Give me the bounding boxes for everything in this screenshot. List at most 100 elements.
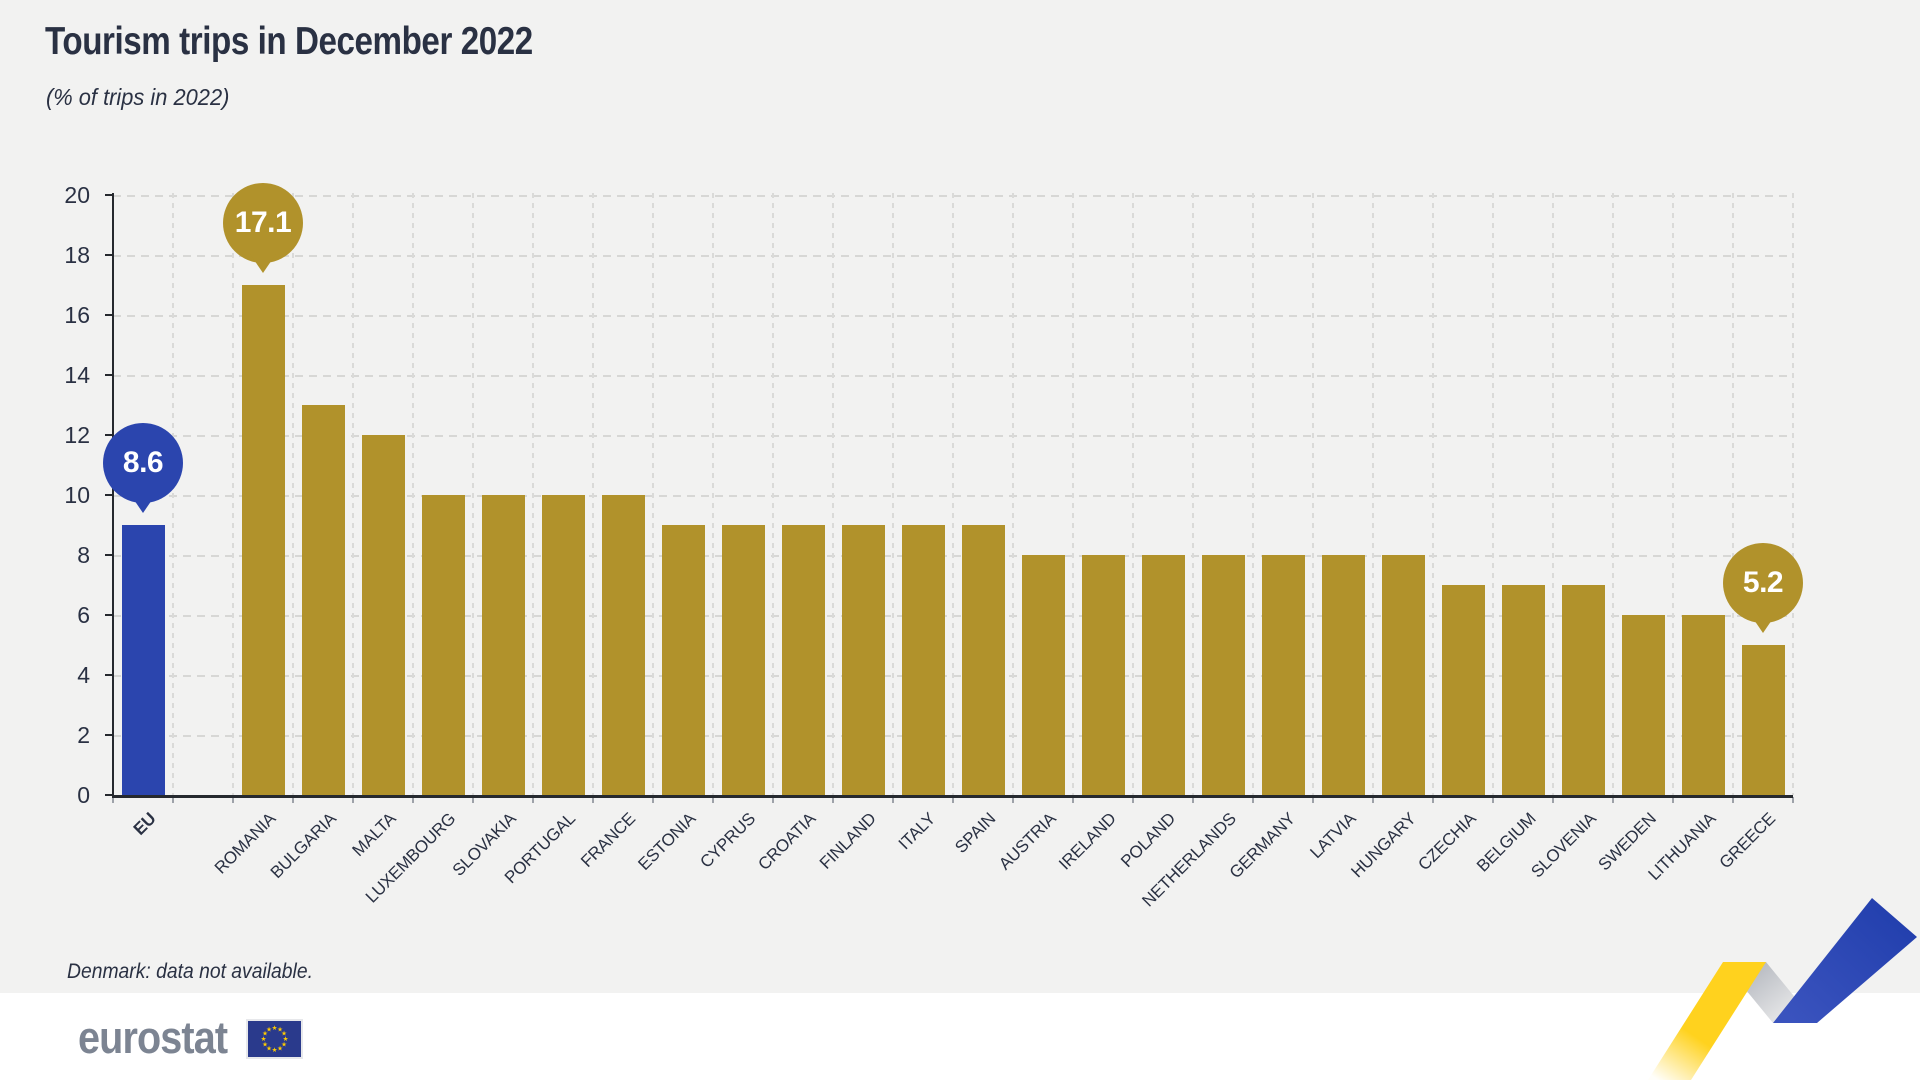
x-axis-label-text: SPAIN <box>951 809 1000 857</box>
x-axis-tick <box>712 797 714 803</box>
eu-flag-icon: ★ ★ ★ ★ ★ ★ ★ ★ ★ ★ ★ ★ <box>248 1021 301 1057</box>
y-axis-label: 20 <box>64 182 90 208</box>
zigzag-ribbon-decoration <box>1648 898 1917 1080</box>
x-axis-label-text: CROATIA <box>754 809 820 874</box>
footnote: Denmark: data not available. <box>67 960 313 983</box>
x-axis-tick <box>1012 797 1014 803</box>
x-axis-tick <box>1312 797 1314 803</box>
bar-austria <box>1021 555 1065 795</box>
gridline-x <box>352 193 354 795</box>
y-axis-tick <box>105 434 112 436</box>
svg-text:★: ★ <box>272 1046 278 1054</box>
y-axis-tick <box>105 494 112 496</box>
gridline-x <box>592 193 594 795</box>
gridline-y-14 <box>113 375 1790 377</box>
x-axis-tick <box>1492 797 1494 803</box>
bar-spain <box>961 525 1005 795</box>
x-axis-tick <box>1612 797 1614 803</box>
page-title: Tourism trips in December 2022 <box>45 20 533 63</box>
svg-text:★: ★ <box>281 1030 287 1038</box>
gridline-x <box>1312 193 1314 795</box>
bar-netherlands <box>1201 555 1245 795</box>
bar-czechia <box>1441 585 1485 795</box>
bar-italy <box>901 525 945 795</box>
gridline-x <box>1132 193 1134 795</box>
bar-latvia <box>1321 555 1365 795</box>
gridline-x <box>1012 193 1014 795</box>
svg-text:★: ★ <box>272 1024 278 1032</box>
y-axis-label: 0 <box>77 782 90 808</box>
gridline-x <box>1612 193 1614 795</box>
eu-flag-stars: ★ ★ ★★ ★★ ★★ ★★ ★★ <box>261 1024 289 1054</box>
x-axis-tick <box>172 797 174 803</box>
gridline-x <box>832 193 834 795</box>
bar-greece <box>1741 645 1785 795</box>
x-axis-label-text: FINLAND <box>815 809 880 873</box>
bar-france <box>601 495 645 795</box>
gridline-x <box>772 193 774 795</box>
y-axis-label: 6 <box>77 602 90 628</box>
y-axis-tick <box>105 734 112 736</box>
x-axis-tick <box>592 797 594 803</box>
x-axis-tick <box>1672 797 1674 803</box>
gridline-x <box>1252 193 1254 795</box>
x-axis-tick <box>1072 797 1074 803</box>
gridline-x <box>472 193 474 795</box>
gridline-x <box>652 193 654 795</box>
gridline-y-18 <box>113 255 1790 257</box>
y-axis-tick <box>105 674 112 676</box>
data-callout-tail <box>1750 614 1776 633</box>
bar-slovenia <box>1561 585 1605 795</box>
footer-strip <box>0 993 1920 1080</box>
bar-bulgaria <box>301 405 345 795</box>
gridline-x <box>892 193 894 795</box>
svg-text:★: ★ <box>261 1035 267 1043</box>
gridline-x <box>1732 193 1734 795</box>
svg-text:★: ★ <box>266 1026 272 1034</box>
x-axis-line <box>112 795 1793 798</box>
bar-portugal <box>541 495 585 795</box>
y-axis-label: 2 <box>77 722 90 748</box>
svg-text:★: ★ <box>262 1030 268 1038</box>
svg-text:★: ★ <box>277 1026 283 1034</box>
x-axis-tick <box>472 797 474 803</box>
x-axis-label-text: AUSTRIA <box>994 809 1060 874</box>
bar-hungary <box>1381 555 1425 795</box>
gridline-x <box>1552 193 1554 795</box>
y-axis-label: 10 <box>64 482 90 508</box>
x-axis-tick <box>1432 797 1434 803</box>
svg-text:★: ★ <box>277 1045 283 1053</box>
x-axis-tick <box>1552 797 1554 803</box>
gridline-x <box>1192 193 1194 795</box>
gridline-x <box>172 193 174 795</box>
gridline-y-12 <box>113 435 1790 437</box>
x-axis-tick <box>652 797 654 803</box>
bar-belgium <box>1501 585 1545 795</box>
svg-text:★: ★ <box>266 1045 272 1053</box>
y-axis-line <box>112 193 114 797</box>
x-axis-tick <box>772 797 774 803</box>
gridline-y-6 <box>113 615 1790 617</box>
gridline-y-10 <box>113 495 1790 497</box>
x-axis-label-text: CZECHIA <box>1414 809 1480 875</box>
x-axis-tick <box>532 797 534 803</box>
data-callout-eu: 8.6 <box>103 423 183 503</box>
y-axis-tick <box>105 254 112 256</box>
y-axis-label: 8 <box>77 542 90 568</box>
svg-text:★: ★ <box>281 1041 287 1049</box>
data-callout-tail <box>250 254 276 273</box>
x-axis-label-text: ITALY <box>895 809 940 854</box>
gridline-x <box>1432 193 1434 795</box>
y-axis-label: 14 <box>64 362 90 388</box>
gridline-x <box>1672 193 1674 795</box>
bar-estonia <box>661 525 705 795</box>
gridline-y-8 <box>113 555 1790 557</box>
bar-poland <box>1141 555 1185 795</box>
bar-eu <box>121 525 165 795</box>
gridline-x <box>532 193 534 795</box>
y-axis-label: 4 <box>77 662 90 688</box>
x-axis-label-text: IRELAND <box>1054 809 1120 874</box>
x-axis-tick <box>1732 797 1734 803</box>
gridline-x <box>1792 193 1794 795</box>
